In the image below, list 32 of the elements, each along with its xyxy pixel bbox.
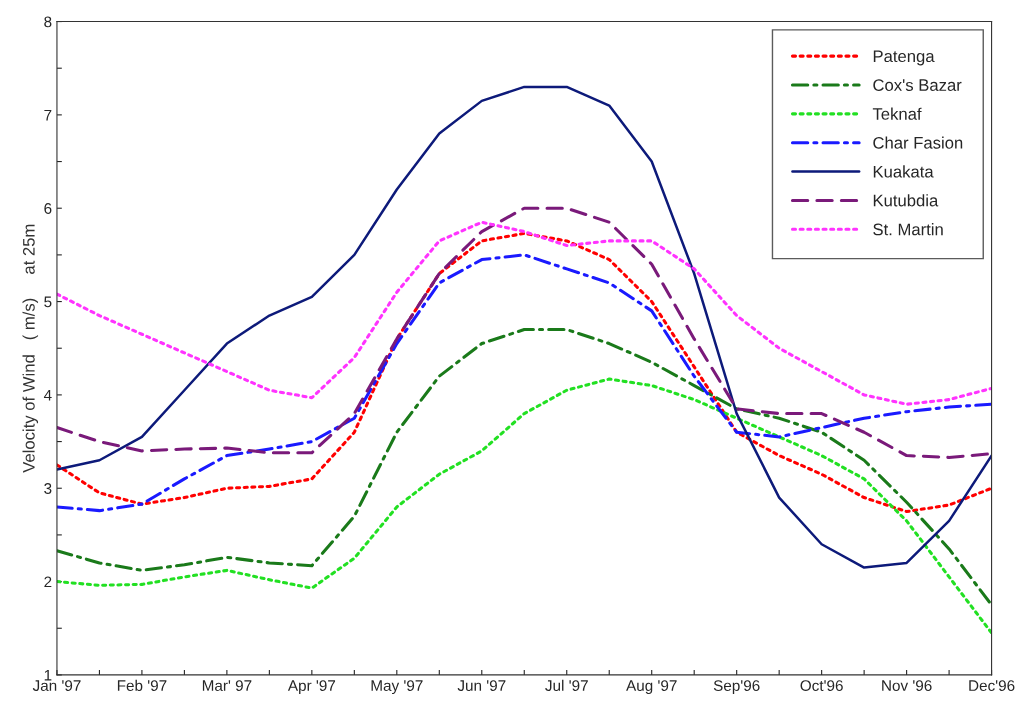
x-tick-label: Jun '97 bbox=[457, 680, 506, 691]
y-tick-label: 1 bbox=[44, 669, 52, 681]
y-tick-label: 8 bbox=[44, 16, 52, 28]
line-series bbox=[56, 206, 992, 459]
x-tick-label: May '97 bbox=[371, 680, 423, 695]
x-tick-label: Oct'96 bbox=[800, 680, 843, 691]
x-tick-label: Jan '97 bbox=[32, 680, 81, 691]
y-axis-title: Velocity of Wind ( m/s) at 25m bbox=[22, 224, 39, 473]
x-tick-label: Dec'96 bbox=[969, 680, 1015, 691]
legend-label: Cox's Bazar bbox=[873, 79, 962, 91]
y-tick-label: 5 bbox=[44, 296, 52, 308]
legend-label: Teknaf bbox=[872, 107, 922, 120]
legend-label: Kuakata bbox=[873, 165, 934, 178]
y-tick-label: 6 bbox=[44, 203, 52, 214]
legend-label: Char Fasion bbox=[873, 136, 963, 149]
y-tick-label: 7 bbox=[44, 109, 52, 121]
x-tick-label: Feb '97 bbox=[117, 679, 167, 691]
y-tick-label: 4 bbox=[43, 389, 52, 401]
line-series bbox=[56, 220, 992, 406]
y-tick-label: 3 bbox=[44, 483, 52, 494]
x-tick-label: Nov '96 bbox=[882, 680, 932, 691]
legend-label: Kutubdia bbox=[873, 194, 939, 207]
x-tick-label: Aug '97 bbox=[626, 680, 677, 695]
x-tick-label: Mar' 97 bbox=[202, 680, 252, 691]
line-series bbox=[56, 377, 992, 635]
y-tick-label: 2 bbox=[44, 576, 52, 588]
x-tick-label: Apr '97 bbox=[287, 680, 336, 695]
legend-label: St. Martin bbox=[873, 223, 943, 236]
x-tick-label: Jul '97 bbox=[545, 679, 588, 691]
x-tick-label: Sep'96 bbox=[713, 680, 760, 695]
legend-label: Patenga bbox=[873, 50, 935, 66]
line-series bbox=[56, 328, 992, 607]
